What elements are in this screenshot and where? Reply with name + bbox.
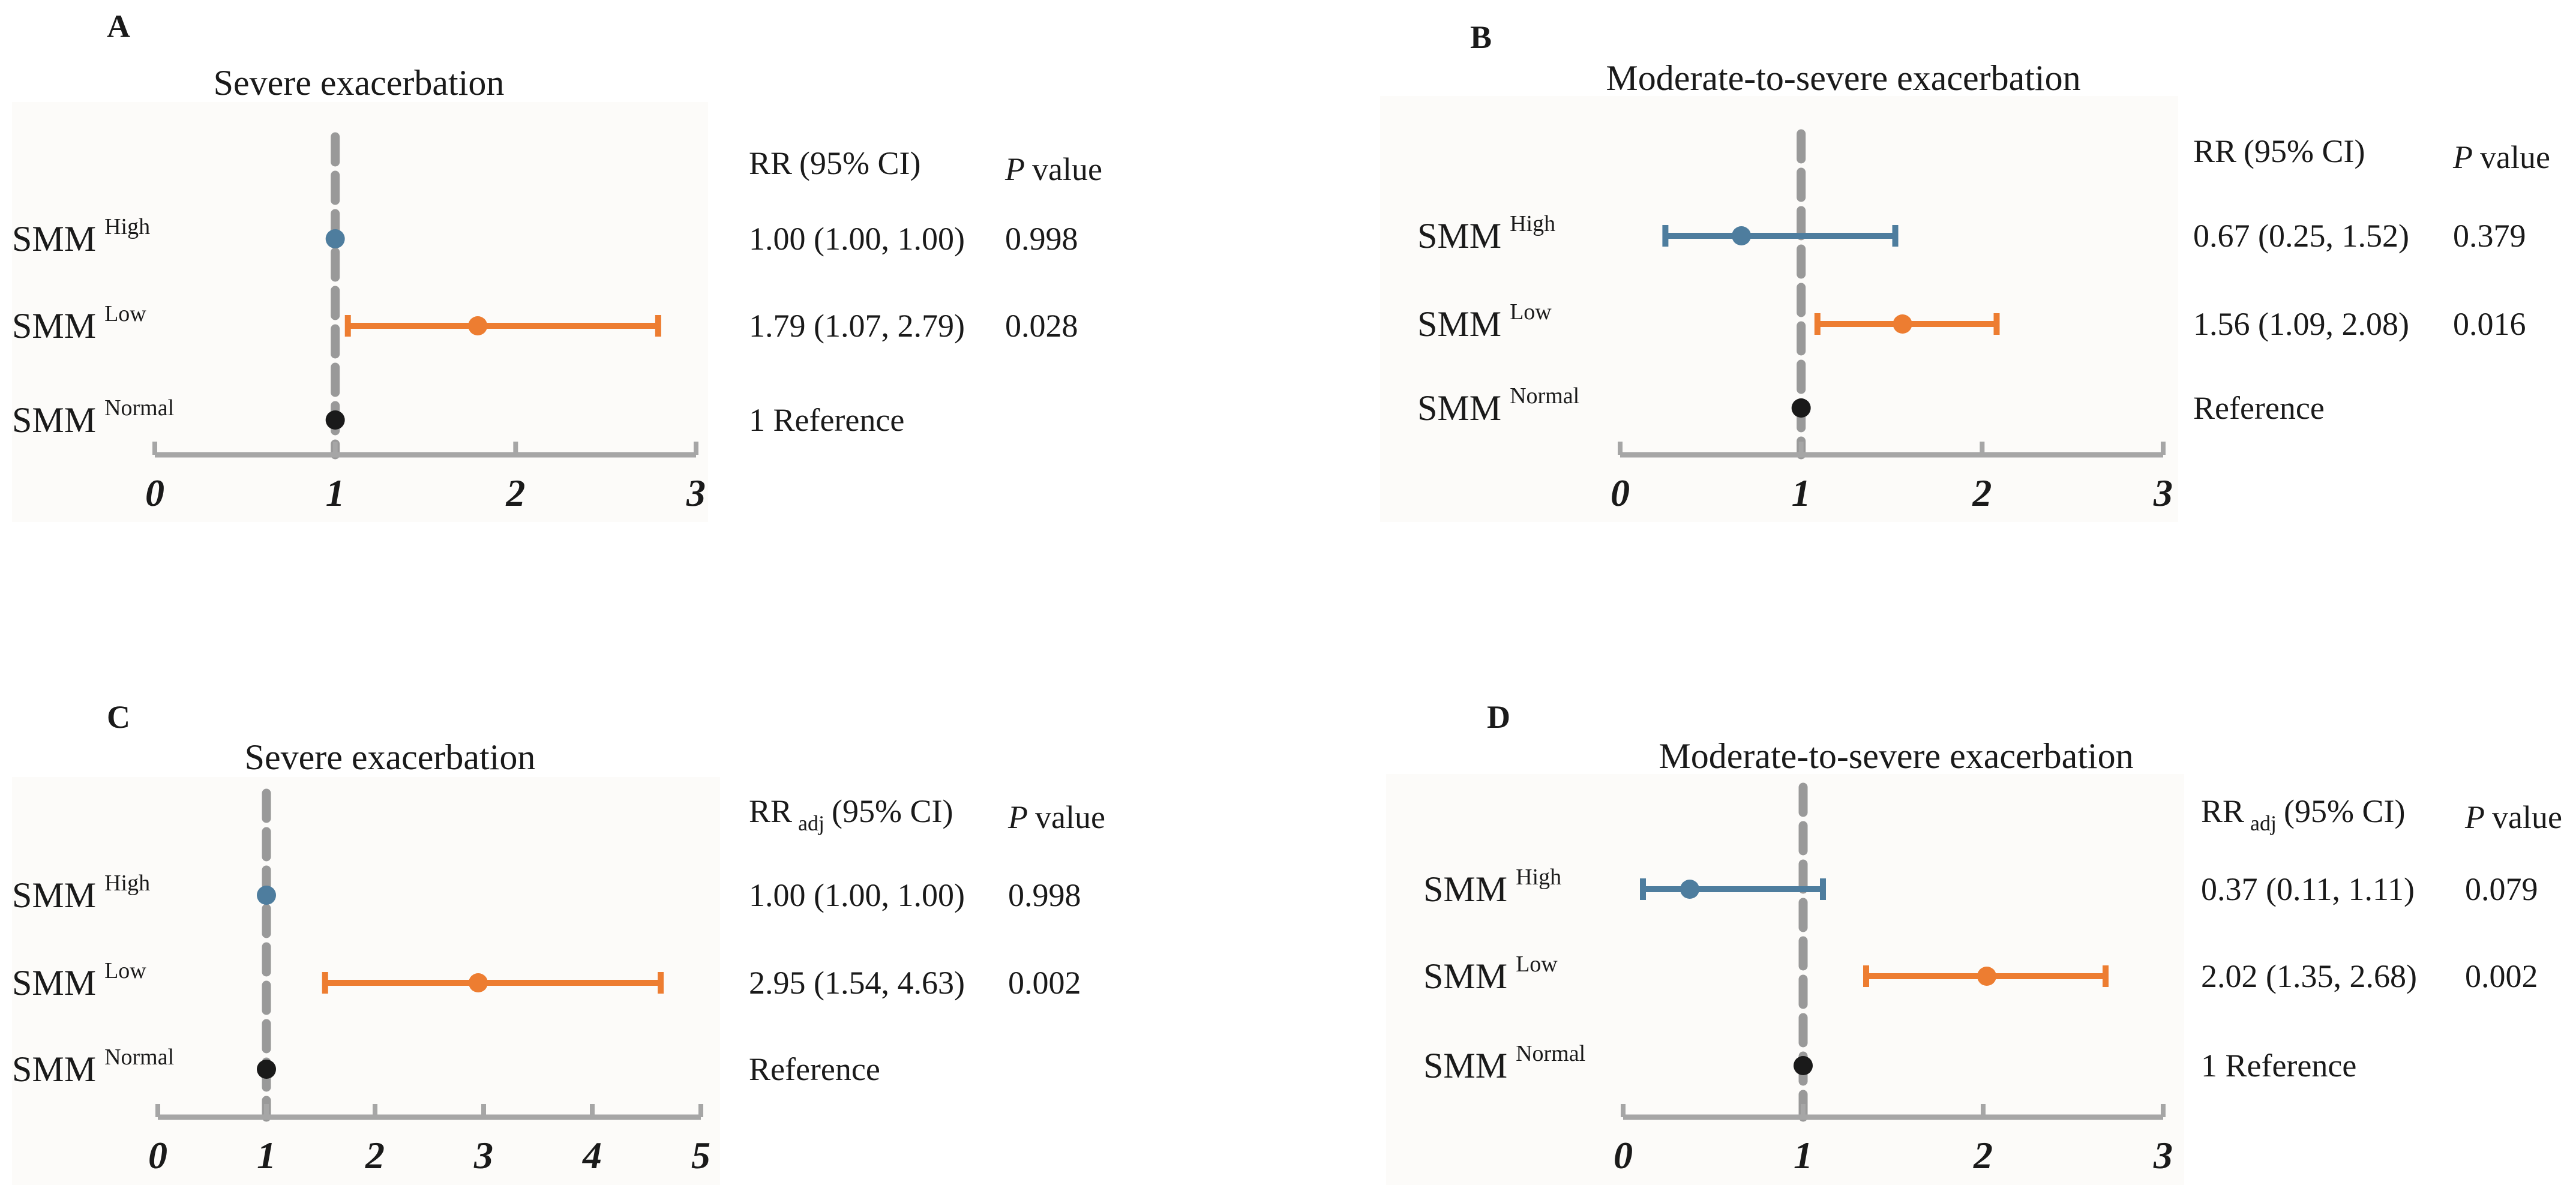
point-estimate [325,229,345,248]
plot-background [12,102,708,522]
row-label: SMM Normal [12,395,174,440]
row-smm-low: SMM Low 1.56 (1.09, 2.08) 0.016 [1417,299,2526,344]
x-tick-label: 3 [473,1134,493,1177]
p-value-text: 0.998 [1005,221,1078,257]
row-label: SMM Low [12,301,146,346]
row-smm-normal: SMM Normal 1 Reference [12,395,904,440]
estimate-text: 1.79 (1.07, 2.79) [749,308,965,344]
estimate-text: 1.56 (1.09, 2.08) [2193,306,2409,342]
point-estimate [468,973,488,992]
row-smm-low: SMM Low 2.95 (1.54, 4.63) 0.002 [12,958,1081,1003]
row-smm-low: SMM Low 1.79 (1.07, 2.79) 0.028 [12,301,1078,346]
estimate-text: Reference [749,1051,880,1087]
plot-background [1380,96,2178,522]
x-tick-label: 2 [1972,472,1992,514]
x-tick-label: 3 [2153,472,2173,514]
row-label: SMM Normal [1417,383,1579,428]
estimate-text: 1.00 (1.00, 1.00) [749,221,965,257]
estimate-text: 0.67 (0.25, 1.52) [2193,218,2409,254]
panel-c: C Severe exacerbation 0 1 2 3 4 5 RR adj (95% CI) P… [12,699,1105,1185]
x-tick-label: 2 [1973,1134,1993,1177]
point-estimate [257,1060,276,1079]
row-label: SMM High [12,871,150,915]
x-tick-label: 5 [691,1134,710,1177]
column-header-estimate: RR adj (95% CI) [2201,793,2405,835]
x-tick-label: 0 [1611,472,1630,514]
x-tick-label: 4 [582,1134,602,1177]
row-smm-normal: SMM Normal Reference [1417,383,2325,428]
x-tick-label: 0 [145,472,164,514]
row-label: SMM Normal [12,1045,174,1089]
p-value-text: 0.002 [2465,958,2538,994]
row-label: SMM Low [1417,299,1552,344]
estimate-text: 1.00 (1.00, 1.00) [749,877,965,913]
x-tick-label: 1 [257,1134,276,1177]
row-smm-normal: SMM Normal 1 Reference [1423,1041,2356,1085]
row-label: SMM High [12,214,150,259]
point-estimate [257,886,276,905]
x-tick-label: 2 [505,472,525,514]
point-estimate [1893,314,1912,334]
panel-title: Moderate-to-severe exacerbation [1606,58,2080,98]
row-smm-high: SMM High 0.37 (0.11, 1.11) 0.079 [1423,865,2538,909]
panel-title: Severe exacerbation [245,737,536,777]
estimate-text: 2.02 (1.35, 2.68) [2201,958,2417,994]
row-smm-high: SMM High 0.67 (0.25, 1.52) 0.379 [1417,211,2526,256]
row-label: SMM Normal [1423,1041,1585,1085]
row-smm-low: SMM Low 2.02 (1.35, 2.68) 0.002 [1423,952,2538,996]
panel-label: B [1470,19,1492,55]
estimate-text: 0.37 (0.11, 1.11) [2201,871,2415,907]
row-label: SMM Low [1423,952,1558,996]
x-tick-label: 0 [1614,1134,1633,1177]
row-label: SMM Low [12,958,146,1003]
row-smm-high: SMM High 1.00 (1.00, 1.00) 0.998 [12,214,1078,259]
point-estimate [1794,1056,1813,1075]
row-label: SMM High [1423,865,1561,909]
panel-b: B Moderate-to-severe exacerbation 0 1 2 3 RR (9… [1380,19,2550,522]
panel-d: D Moderate-to-severe exacerbation 0 1 2 3 RR ad… [1386,699,2562,1185]
panel-label: D [1487,699,1510,735]
x-tick-label: 1 [1794,1134,1813,1177]
estimate-text: 2.95 (1.54, 4.63) [749,965,965,1001]
x-tick-label: 3 [686,472,706,514]
x-tick-label: 0 [148,1134,167,1177]
p-value-text: 0.002 [1008,965,1081,1001]
x-tick-label: 1 [326,472,345,514]
panel-label: A [107,8,130,44]
estimate-text: Reference [2193,390,2325,426]
p-value-text: 0.028 [1005,308,1078,344]
p-value-text: 0.016 [2453,306,2526,342]
p-value-text: 0.079 [2465,871,2538,907]
x-tick-label: 1 [1792,472,1811,514]
point-estimate [1680,880,1699,899]
point-estimate [468,316,488,335]
column-header-estimate: RR (95% CI) [749,145,921,181]
p-value-text: 0.998 [1008,877,1081,913]
estimate-text: 1 Reference [2201,1048,2356,1084]
point-estimate [1977,967,1996,986]
panel-title: Moderate-to-severe exacerbation [1659,736,2133,776]
panel-label: C [107,699,130,735]
row-smm-normal: SMM Normal Reference [12,1045,880,1089]
point-estimate [1732,226,1752,245]
estimate-text: 1 Reference [749,402,904,438]
x-tick-label: 3 [2153,1134,2173,1177]
row-label: SMM High [1417,211,1555,256]
column-header-estimate: RR (95% CI) [2193,133,2365,169]
point-estimate [325,410,345,430]
point-estimate [1791,398,1811,418]
column-header-estimate: RR adj (95% CI) [749,793,953,835]
panel-title: Severe exacerbation [214,63,505,103]
row-smm-high: SMM High 1.00 (1.00, 1.00) 0.998 [12,871,1081,915]
x-tick-label: 2 [365,1134,385,1177]
p-value-text: 0.379 [2453,218,2526,254]
